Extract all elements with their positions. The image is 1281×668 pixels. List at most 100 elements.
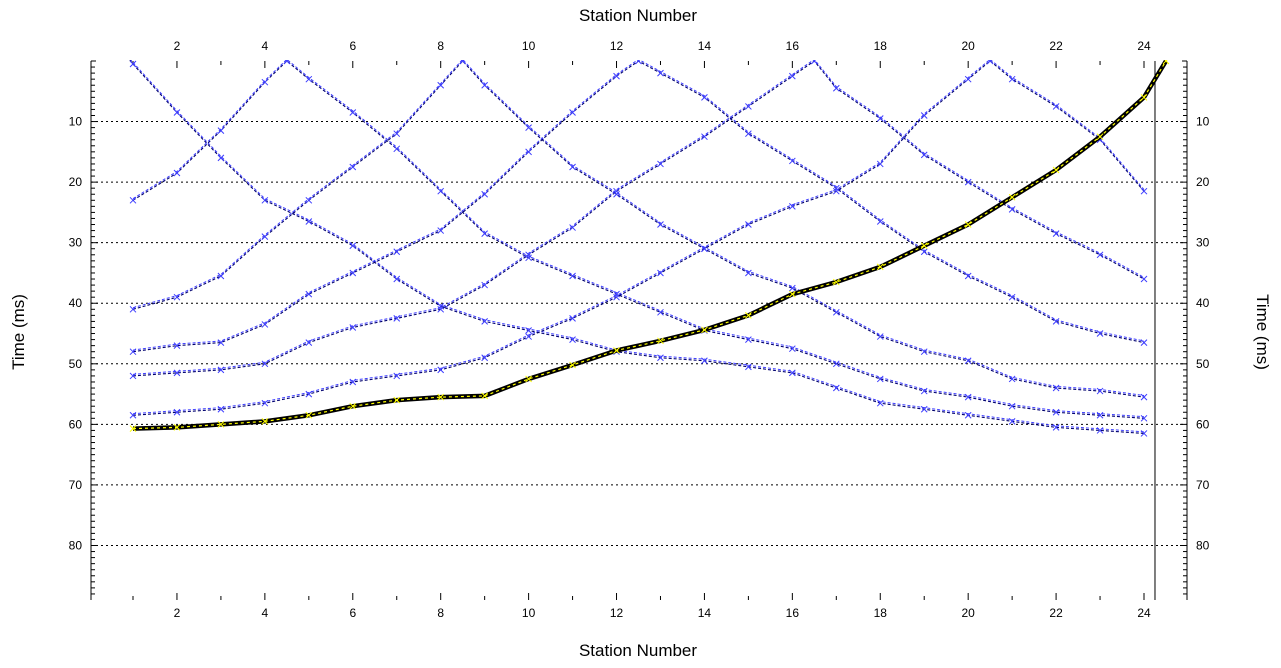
series-3-point [613, 72, 620, 80]
series-6-point [305, 411, 313, 419]
series-5-point [964, 75, 972, 83]
series-2-point [481, 81, 489, 89]
series-5-point [525, 333, 532, 340]
series-1-point [876, 375, 884, 383]
series-4-point [437, 305, 445, 313]
x-tick-label-top: 12 [610, 39, 624, 53]
y-tick-label-left: 20 [69, 175, 83, 189]
series-5-point [393, 372, 401, 380]
series-6-point [613, 347, 620, 354]
series-3-point [217, 339, 225, 346]
series-3-point [964, 272, 972, 280]
series-6-point [920, 242, 928, 250]
series-3-point [876, 218, 884, 225]
series-0-point [1008, 417, 1016, 425]
series-6-point [701, 326, 708, 334]
series-5-point [613, 293, 620, 301]
series-2-point [920, 348, 928, 356]
x-tick-label-bottom: 18 [874, 606, 888, 620]
series-4-point [1096, 251, 1104, 259]
series-1-point [920, 387, 928, 395]
series-5-point [217, 405, 225, 413]
series-2-point [129, 305, 137, 313]
series-0-point [1052, 424, 1060, 431]
series-4-pick-line [132, 60, 1145, 375]
y-tick-label-right: 20 [1196, 175, 1210, 189]
series-0-point [569, 336, 576, 343]
series-5-point [481, 354, 489, 362]
series-0-point [217, 154, 225, 162]
series-3-point [437, 227, 445, 234]
series-3-point [569, 109, 576, 116]
series-1-point [129, 196, 137, 204]
x-tick-label-top: 4 [262, 39, 269, 53]
series-5-point [261, 399, 269, 407]
series-0-point [1096, 427, 1104, 434]
series-4-point [173, 369, 181, 377]
x-tick-label-bottom: 10 [522, 606, 536, 620]
series-6-point [876, 263, 884, 271]
y-tick-label-left: 50 [69, 357, 83, 371]
series-4-point [1008, 206, 1016, 213]
series-0-point [173, 109, 181, 116]
series-6-point [788, 290, 796, 298]
series-6-point [129, 425, 137, 432]
series-2-point [1096, 387, 1104, 395]
x-tick-label-top: 16 [786, 39, 800, 53]
y-tick-label-right: 40 [1196, 296, 1210, 310]
series-0-point [393, 275, 401, 283]
series-5-point [129, 411, 137, 419]
series-3-pick-line [132, 60, 1145, 351]
series-1-point [657, 308, 664, 316]
series-3-point [788, 157, 796, 165]
series-4-point [810, 60, 818, 65]
series-2-point [569, 163, 576, 171]
series-5-point [920, 112, 928, 119]
x-tick-label-bottom: 2 [174, 606, 181, 620]
series-0-point [525, 327, 532, 334]
series-3-point [1008, 293, 1016, 301]
series-2-point [1052, 384, 1060, 392]
series-6-point [217, 421, 225, 428]
series-3-point [1096, 330, 1104, 337]
series-2-point [349, 163, 357, 171]
series-2-point [437, 81, 445, 89]
series-2-point [261, 233, 269, 240]
y-tick-label-left: 60 [69, 417, 83, 431]
y-tick-label-left: 30 [69, 236, 83, 250]
series-4-point [481, 281, 489, 289]
series-4-point [701, 133, 708, 141]
series-2-pick-line [132, 60, 1145, 397]
series-1-point [261, 78, 269, 86]
x-tick-label-bottom: 12 [610, 606, 624, 620]
y-tick-label-left: 70 [69, 478, 83, 492]
series-2-point [788, 284, 796, 292]
x-tick-label-top: 20 [961, 39, 975, 53]
series-1-point [1096, 411, 1104, 419]
series-2-point [305, 196, 313, 204]
series-4-point [657, 160, 664, 168]
x-tick-label-top: 8 [437, 39, 444, 53]
series-6-point [1008, 193, 1016, 201]
y-tick-label-left: 80 [69, 538, 83, 552]
series-0-point [1140, 430, 1148, 437]
series-1-point [745, 336, 752, 343]
y-tick-label-right: 30 [1196, 236, 1210, 250]
series-6-point [481, 392, 489, 400]
series-4-point [964, 178, 972, 186]
series-4-point [569, 224, 576, 231]
y-tick-label-right: 80 [1196, 538, 1210, 552]
x-tick-label-top: 6 [349, 39, 356, 53]
series-4-point [1052, 230, 1060, 237]
series-4-point [129, 372, 137, 380]
series-5-point [569, 315, 576, 322]
x-tick-label-top: 10 [522, 39, 536, 53]
series-2-point [745, 269, 752, 277]
series-3-point [1052, 318, 1060, 325]
series-1-point [217, 127, 225, 134]
series-1-point [305, 75, 313, 83]
series-5-point [173, 408, 181, 416]
series-3-point [1140, 339, 1148, 346]
series-4-point [788, 72, 796, 80]
